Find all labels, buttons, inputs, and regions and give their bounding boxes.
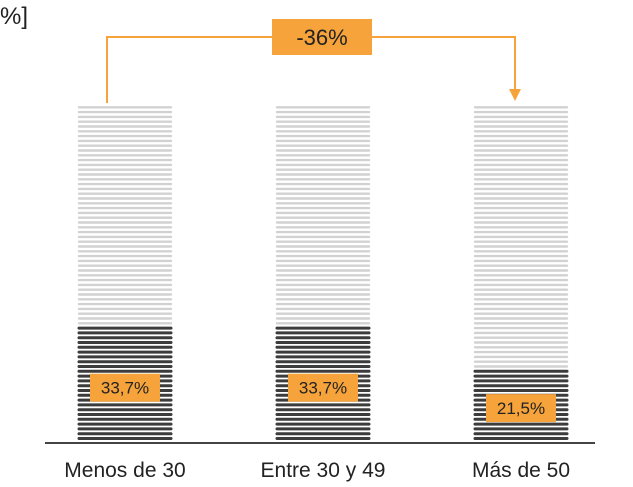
value-label-box [90,373,160,402]
unit-label: %] [0,3,28,30]
x-tick-label: Entre 30 y 49 [261,459,386,482]
change-label: -36% [296,25,347,50]
x-tick-label: Menos de 30 [64,459,185,482]
arrow-head [509,89,521,101]
bars-group: 33,7% 33,7% 21,5% [77,106,569,440]
change-label-box [272,19,372,55]
value-label: 33,7% [299,379,347,398]
bar-3: 21,5% [473,106,569,440]
x-tick-label: Más de 50 [472,459,570,482]
value-label: 33,7% [101,379,149,398]
change-annotation: -36% [106,19,521,103]
x-tick-labels: Menos de 30 Entre 30 y 49 Más de 50 [64,459,570,482]
value-label-box [288,373,358,402]
bar-1: 33,7% [77,106,173,440]
value-label: 21,5% [497,399,545,418]
value-label-box [486,394,556,423]
bar-2: 33,7% [275,106,371,440]
